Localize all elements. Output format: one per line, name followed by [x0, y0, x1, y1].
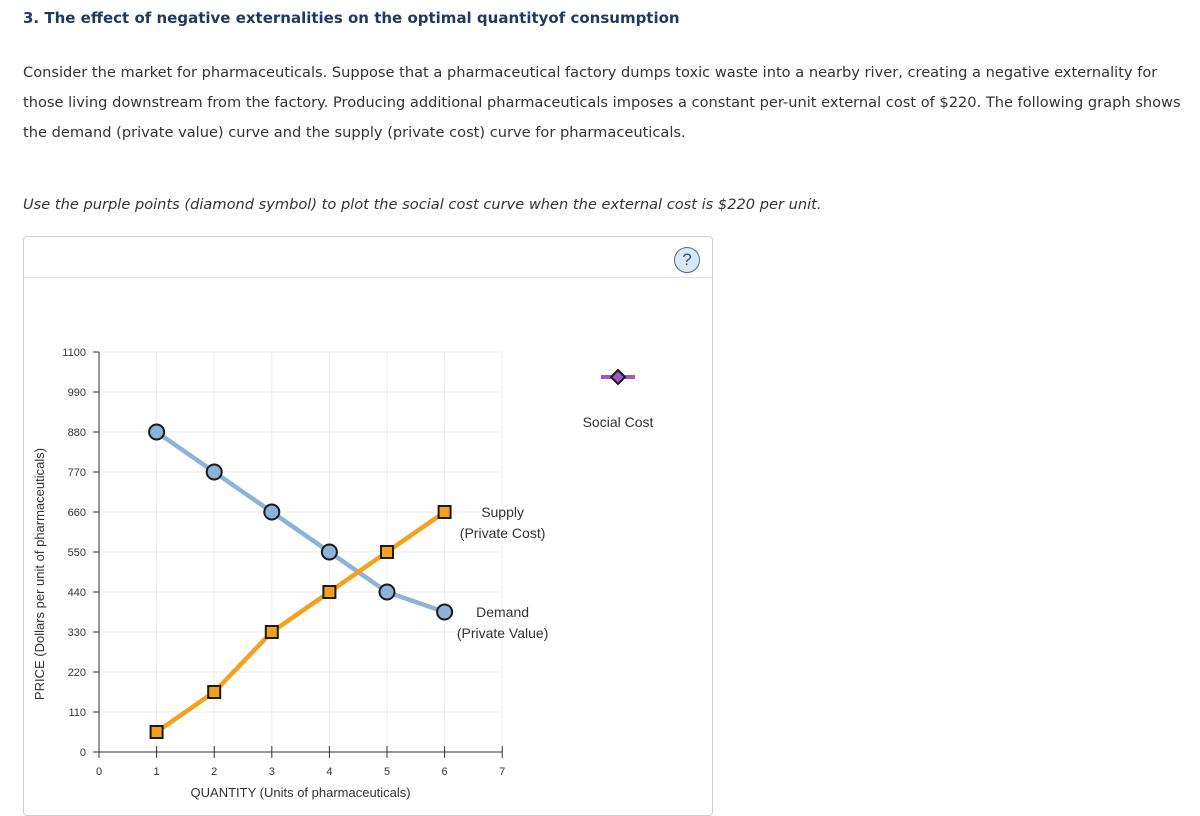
supply-curve-label: (Private Cost)	[460, 525, 546, 541]
series: Demand (Private Value) Supply (Private Cost…	[148, 423, 549, 739]
supply-point-5[interactable]	[380, 545, 394, 559]
x-tick-label: 0	[96, 766, 102, 778]
question-paragraph: Consider the market for pharmaceuticals.…	[23, 64, 1181, 141]
graph-panel: ? 0 110 220 330 440 550 660 770 880 990 1100 0 1 2 3 4 5…	[23, 236, 713, 816]
supply-curve-label: Supply	[481, 504, 524, 520]
demand-curve-label: (Private Value)	[457, 625, 549, 641]
y-tick-label: 440	[68, 587, 86, 599]
y-tick-label: 550	[68, 547, 86, 559]
y-tick-label: 1100	[62, 347, 86, 359]
y-tick-label: 110	[68, 707, 86, 719]
y-tick-label: 660	[68, 507, 86, 519]
x-tick-label: 3	[269, 766, 275, 778]
legend: Social Cost	[583, 368, 654, 430]
x-axis-title: QUANTITY (Units of pharmaceuticals)	[191, 785, 411, 800]
social-cost-legend-label: Social Cost	[583, 414, 654, 430]
demand-point-2[interactable]	[205, 463, 223, 481]
supply-point-6[interactable]	[437, 505, 452, 519]
axes: 0 110 220 330 440 550 660 770 880 990 1100 0 1 2 3 4 5 6 7…	[32, 347, 505, 800]
y-tick-label: 220	[68, 667, 86, 679]
social-cost-diamond-icon[interactable]	[609, 368, 627, 386]
x-tick-label: 2	[211, 766, 217, 778]
demand-point-1[interactable]	[148, 423, 166, 441]
demand-point-5[interactable]	[378, 583, 396, 601]
y-tick-label: 770	[68, 467, 86, 479]
demand-curve-label: Demand	[476, 604, 529, 620]
supply-point-1[interactable]	[149, 725, 164, 739]
x-tick-label: 6	[442, 766, 448, 778]
demand-point-6[interactable]	[436, 603, 454, 621]
graph-panel-header	[24, 237, 712, 278]
supply-demand-graph[interactable]: 0 110 220 330 440 550 660 770 880 990 1100 0 1 2 3 4 5 6 7…	[24, 237, 714, 803]
supply-point-3[interactable]	[264, 625, 279, 639]
y-tick-label: 330	[68, 627, 86, 639]
demand-point-3[interactable]	[263, 503, 281, 521]
y-tick-label: 0	[80, 747, 86, 759]
x-tick-label: 1	[154, 766, 160, 778]
x-tick-label: 5	[384, 766, 390, 778]
instruction-text: Use the purple points (diamond symbol) t…	[23, 196, 822, 213]
help-icon[interactable]: ?	[674, 247, 700, 273]
x-tick-label: 4	[326, 766, 332, 778]
y-axis-title: PRICE (Dollars per unit of pharmaceutica…	[32, 448, 47, 700]
demand-curve	[154, 429, 447, 615]
grid	[99, 351, 503, 752]
y-tick-label: 990	[68, 387, 86, 399]
supply-point-4[interactable]	[322, 585, 337, 599]
question-title: 3. The effect of negative externalities …	[23, 9, 680, 27]
supply-point-2[interactable]	[207, 685, 222, 699]
x-tick-label: 7	[499, 766, 505, 778]
supply-curve	[154, 509, 447, 735]
demand-point-4[interactable]	[320, 543, 338, 561]
y-tick-label: 880	[68, 427, 86, 439]
